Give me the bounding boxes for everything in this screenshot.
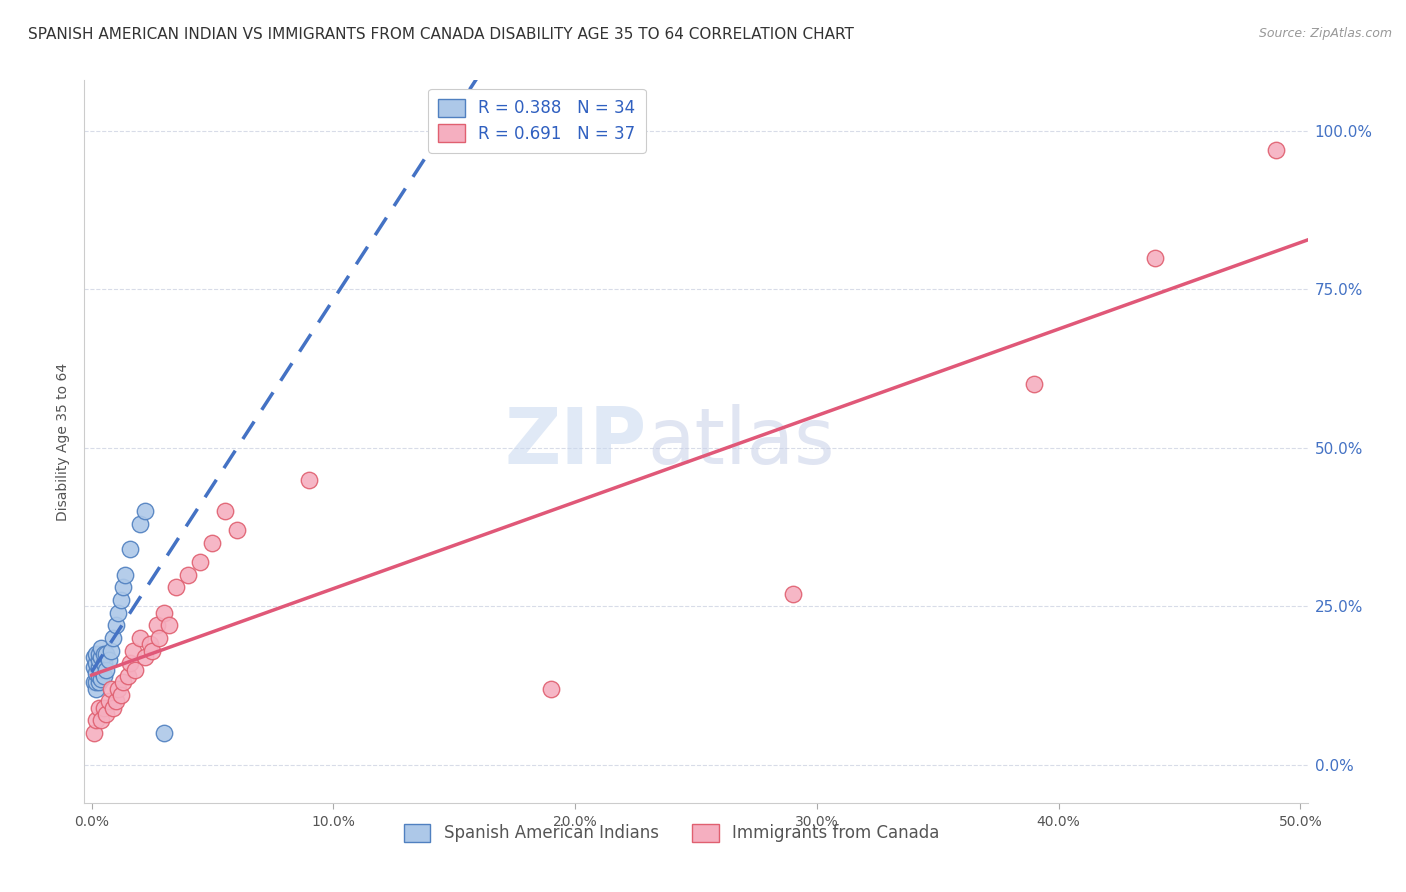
Point [107, 606, 129, 620]
Point [107, 681, 129, 696]
Text: atlas: atlas [647, 403, 835, 480]
Y-axis label: Disability Age 35 to 64: Disability Age 35 to 64 [56, 362, 70, 521]
Legend: Spanish American Indians, Immigrants from Canada: Spanish American Indians, Immigrants fro… [394, 814, 949, 852]
Point [782, 587, 804, 601]
Point [87, 700, 110, 714]
Point [114, 567, 136, 582]
Point [112, 580, 135, 594]
Point [110, 593, 132, 607]
Point [83, 650, 105, 665]
Point [148, 631, 170, 645]
Point [124, 663, 146, 677]
Point [138, 637, 160, 651]
Point [83, 659, 105, 673]
Point [86, 714, 108, 728]
Point [87, 653, 110, 667]
Point [165, 580, 187, 594]
Point [157, 618, 180, 632]
Point [90, 650, 112, 665]
Point [214, 504, 236, 518]
Point [93, 700, 115, 714]
Point [540, 681, 562, 696]
Point [93, 669, 115, 683]
Point [103, 631, 125, 645]
Text: ZIP: ZIP [505, 403, 647, 480]
Point [90, 714, 112, 728]
Point [129, 631, 152, 645]
Point [121, 643, 143, 657]
Point [201, 536, 224, 550]
Point [100, 643, 122, 657]
Point [86, 665, 108, 680]
Point [1024, 377, 1046, 392]
Point [87, 675, 110, 690]
Point [94, 647, 117, 661]
Point [90, 640, 112, 655]
Point [1144, 251, 1167, 265]
Point [146, 618, 169, 632]
Point [120, 542, 142, 557]
Point [153, 606, 176, 620]
Point [94, 663, 117, 677]
Point [103, 700, 125, 714]
Point [100, 681, 122, 696]
Point [104, 618, 127, 632]
Point [87, 669, 110, 683]
Point [225, 523, 247, 537]
Point [86, 657, 108, 671]
Point [83, 726, 105, 740]
Point [129, 516, 152, 531]
Text: SPANISH AMERICAN INDIAN VS IMMIGRANTS FROM CANADA DISABILITY AGE 35 TO 64 CORREL: SPANISH AMERICAN INDIAN VS IMMIGRANTS FR… [28, 27, 853, 42]
Point [90, 672, 112, 686]
Point [97, 653, 120, 667]
Point [97, 694, 120, 708]
Point [134, 650, 156, 665]
Point [177, 567, 200, 582]
Point [86, 647, 108, 661]
Text: Source: ZipAtlas.com: Source: ZipAtlas.com [1258, 27, 1392, 40]
Point [104, 694, 127, 708]
Point [87, 647, 110, 661]
Point [83, 675, 105, 690]
Point [298, 473, 321, 487]
Point [86, 681, 108, 696]
Point [90, 663, 112, 677]
Point [120, 657, 142, 671]
Point [141, 643, 163, 657]
Point [134, 504, 156, 518]
Point [110, 688, 132, 702]
Point [112, 675, 135, 690]
Point [93, 647, 115, 661]
Point [94, 707, 117, 722]
Point [190, 555, 212, 569]
Point [87, 659, 110, 673]
Point [93, 657, 115, 671]
Point [1265, 143, 1288, 157]
Point [86, 675, 108, 690]
Point [153, 726, 176, 740]
Point [117, 669, 139, 683]
